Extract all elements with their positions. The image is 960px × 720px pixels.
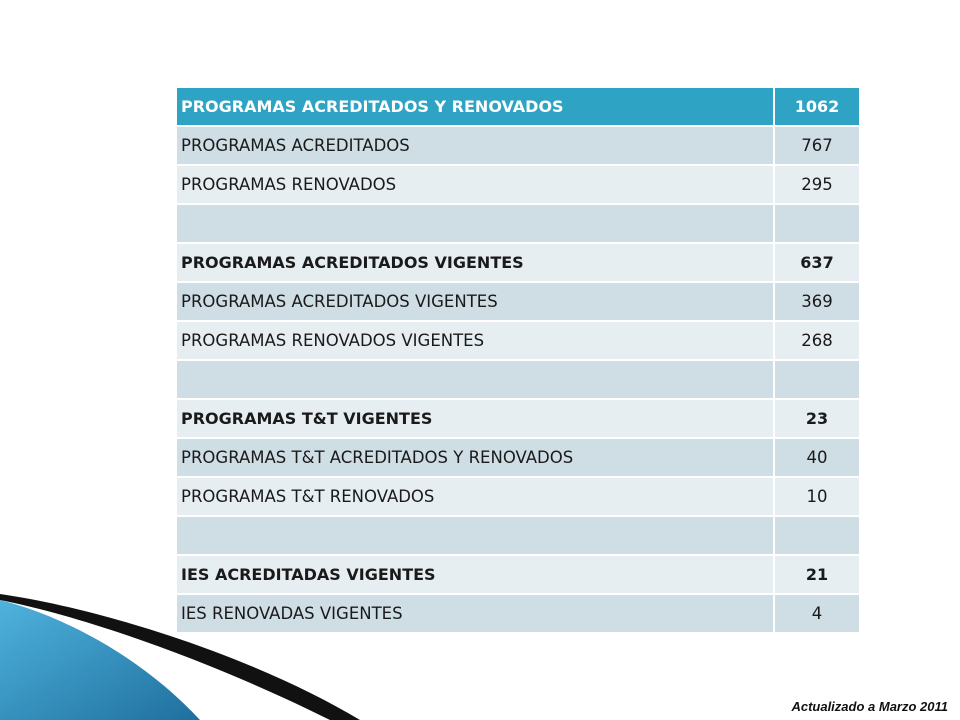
table-row: PROGRAMAS T&T RENOVADOS 10 [177,477,859,517]
row-label: PROGRAMAS RENOVADOS [177,165,774,205]
table-row: PROGRAMAS RENOVADOS VIGENTES 268 [177,321,859,361]
row-value: 23 [773,399,859,439]
row-label [177,516,774,556]
row-value: 637 [773,243,859,283]
row-value: 268 [773,321,859,361]
row-value: 40 [773,438,859,478]
row-value: 295 [773,165,859,205]
row-label [177,204,774,244]
row-value: 369 [773,282,859,322]
decorative-swoosh [0,594,360,720]
row-label: PROGRAMAS T&T RENOVADOS [177,477,774,517]
table-row: PROGRAMAS T&T VIGENTES 23 [177,399,859,439]
row-value: 4 [773,594,859,634]
table-row: PROGRAMAS ACREDITADOS VIGENTES 637 [177,243,859,283]
row-value: 767 [773,126,859,166]
row-label: IES ACREDITADAS VIGENTES [177,555,774,595]
row-value [773,204,859,244]
row-label: PROGRAMAS T&T ACREDITADOS Y RENOVADOS [177,438,774,478]
row-label: PROGRAMAS RENOVADOS VIGENTES [177,321,774,361]
update-note: Actualizado a Marzo 2011 [791,699,948,714]
table-row: PROGRAMAS T&T ACREDITADOS Y RENOVADOS 40 [177,438,859,478]
table-row: IES ACREDITADAS VIGENTES 21 [177,555,859,595]
row-label: PROGRAMAS ACREDITADOS [177,126,774,166]
table-row-blank [177,516,859,556]
stats-table-body: PROGRAMAS ACREDITADOS Y RENOVADOS 1062 P… [177,88,859,634]
table-row: PROGRAMAS ACREDITADOS VIGENTES 369 [177,282,859,322]
table-row: PROGRAMAS ACREDITADOS Y RENOVADOS 1062 [177,88,859,127]
row-label: PROGRAMAS ACREDITADOS Y RENOVADOS [177,88,774,127]
row-label [177,360,774,400]
table-row-blank [177,204,859,244]
row-value: 10 [773,477,859,517]
table-row: PROGRAMAS RENOVADOS 295 [177,165,859,205]
row-label: PROGRAMAS ACREDITADOS VIGENTES [177,282,774,322]
swoosh-blue-shape [0,600,200,720]
table-row: PROGRAMAS ACREDITADOS 767 [177,126,859,166]
row-value: 1062 [773,88,859,127]
row-value [773,516,859,556]
row-label: IES RENOVADAS VIGENTES [177,594,774,634]
swoosh-black-stroke [0,594,360,720]
row-label: PROGRAMAS T&T VIGENTES [177,399,774,439]
table-row-blank [177,360,859,400]
row-value: 21 [773,555,859,595]
stats-table: PROGRAMAS ACREDITADOS Y RENOVADOS 1062 P… [177,88,859,634]
row-label: PROGRAMAS ACREDITADOS VIGENTES [177,243,774,283]
table-row: IES RENOVADAS VIGENTES 4 [177,594,859,634]
row-value [773,360,859,400]
